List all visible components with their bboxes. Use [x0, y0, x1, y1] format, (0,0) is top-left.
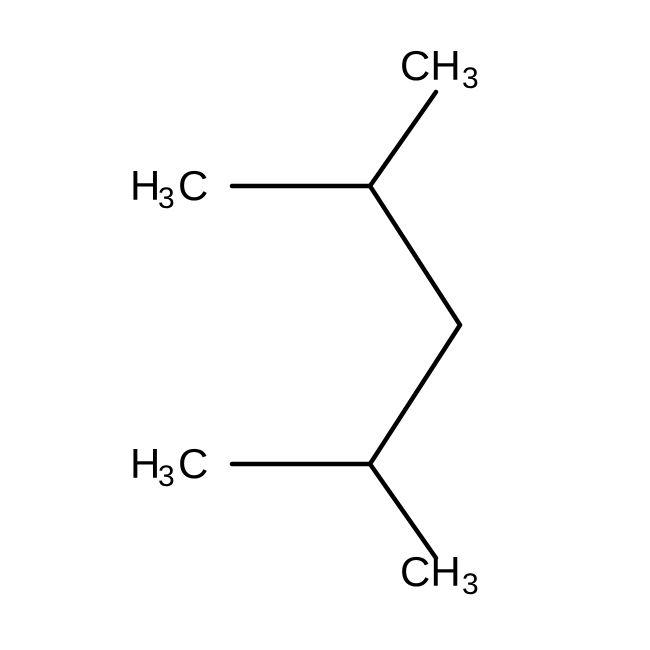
label-h3c-2-h: H — [130, 440, 160, 487]
bond — [370, 464, 436, 558]
label-h3c-1-sub: 3 — [158, 182, 175, 215]
label-ch3-top: CH — [400, 42, 461, 89]
label-h3c-1-c: C — [178, 162, 208, 209]
label-ch3-bottom: CH — [400, 548, 461, 595]
label-h3c-1-h: H — [130, 162, 160, 209]
bond — [370, 186, 460, 325]
label-h3c-2-sub: 3 — [158, 460, 175, 493]
bond — [370, 325, 460, 464]
label-ch3-top-sub: 3 — [462, 62, 479, 95]
molecule-diagram: CH3H3CH3CCH3 — [0, 0, 650, 650]
label-h3c-2-c: C — [178, 440, 208, 487]
bond — [370, 92, 436, 186]
label-ch3-bottom-sub: 3 — [462, 568, 479, 601]
